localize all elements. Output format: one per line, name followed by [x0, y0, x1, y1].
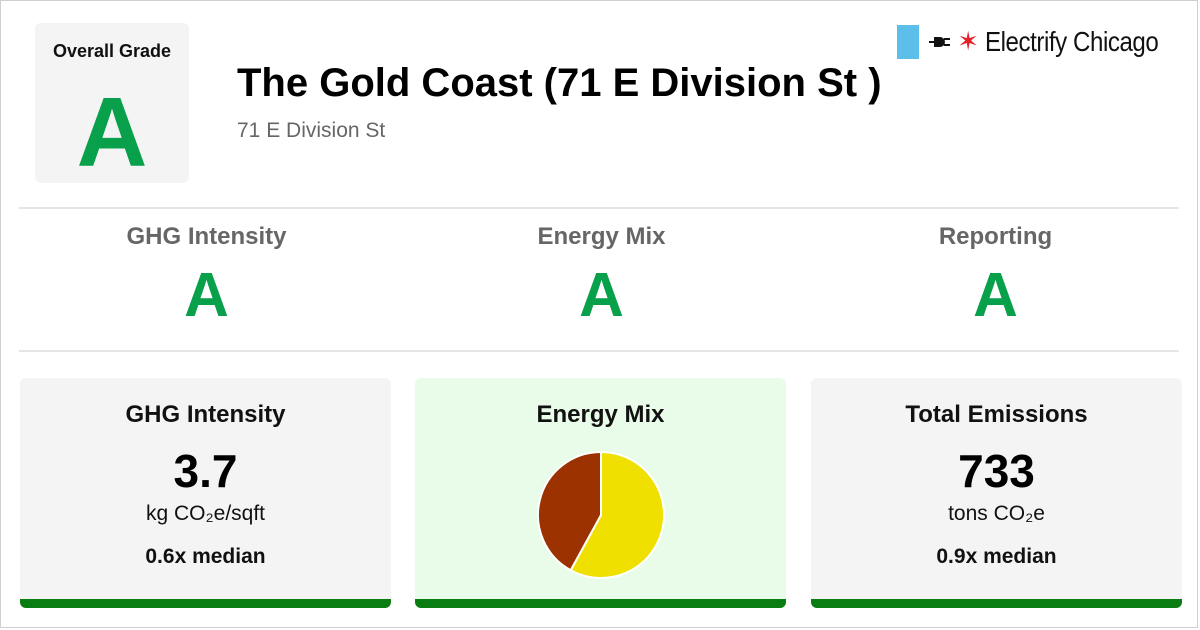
pie-slice-1: [537, 450, 602, 572]
total-emissions-card: Total Emissions 733 tons CO₂e 0.9x media…: [811, 378, 1182, 608]
building-address: 71 E Division St: [237, 119, 386, 142]
grade-ghg-intensity: GHG Intensity A: [9, 223, 404, 327]
card-title: Energy Mix: [536, 401, 665, 428]
grade-reporting: Reporting A: [798, 223, 1193, 327]
overall-grade-box: Overall Grade A: [35, 23, 189, 183]
pie-slice-0: [569, 450, 665, 579]
grade-label: GHG Intensity: [126, 223, 287, 250]
card-unit: tons CO₂e: [948, 502, 1045, 525]
energy-mix-card: Energy Mix: [415, 378, 786, 608]
overall-grade-label: Overall Grade: [52, 41, 172, 61]
card-median-note: 0.6x median: [145, 545, 266, 568]
card-median-note: 0.9x median: [936, 545, 1057, 568]
grade-label: Reporting: [938, 223, 1053, 250]
building-title: The Gold Coast (71 E Division St ): [237, 61, 882, 105]
divider-middle: [19, 350, 1179, 352]
flag-stripe-icon: [897, 25, 920, 59]
brand-name: Electrify Chicago: [985, 26, 1159, 57]
energy-mix-pie-chart: [537, 450, 665, 579]
card-title: GHG Intensity: [125, 401, 286, 428]
grade-energy-mix: Energy Mix A: [404, 223, 799, 327]
card-value: 3.7: [173, 445, 238, 497]
grade-letter: A: [184, 261, 229, 330]
divider-top: [19, 207, 1179, 209]
overall-grade-letter: A: [76, 77, 148, 187]
card-accent-bar: [415, 599, 786, 608]
grade-letter: A: [973, 261, 1018, 330]
card-value: 733: [958, 445, 1035, 497]
brand-logo[interactable]: ✶ Electrify Chicago: [897, 25, 1173, 59]
card-accent-bar: [811, 599, 1182, 608]
card-title: Total Emissions: [905, 401, 1088, 428]
card-accent-bar: [20, 599, 391, 608]
card-unit: kg CO₂e/sqft: [145, 502, 266, 525]
grade-label: Energy Mix: [537, 223, 666, 250]
plug-icon: [929, 34, 953, 50]
ghg-intensity-card: GHG Intensity 3.7 kg CO₂e/sqft 0.6x medi…: [20, 378, 391, 608]
grade-letter: A: [579, 261, 624, 330]
star-icon: ✶: [957, 27, 979, 57]
